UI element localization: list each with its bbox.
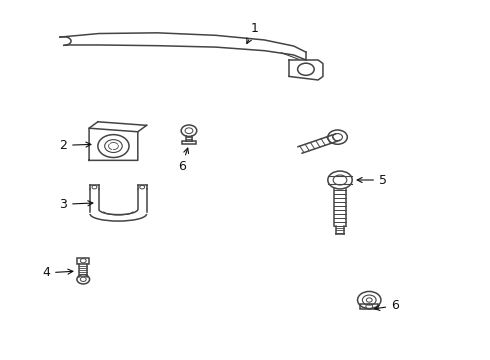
Text: 6: 6 (178, 148, 189, 174)
Text: 3: 3 (59, 198, 93, 211)
Text: 4: 4 (42, 266, 73, 279)
Text: 1: 1 (247, 22, 259, 44)
Bar (182, 141, 196, 144)
Bar (361, 303, 378, 309)
Text: 6: 6 (375, 299, 399, 312)
Text: 5: 5 (357, 174, 387, 186)
Bar (77, 258, 89, 264)
Text: 2: 2 (59, 139, 91, 152)
